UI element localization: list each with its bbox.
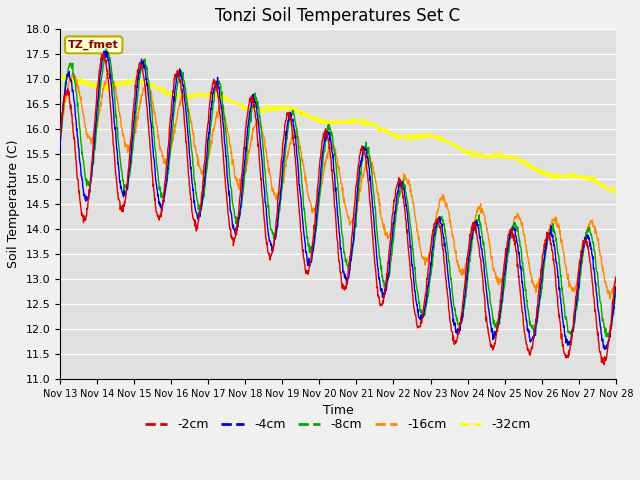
Legend: -2cm, -4cm, -8cm, -16cm, -32cm: -2cm, -4cm, -8cm, -16cm, -32cm: [140, 413, 536, 436]
X-axis label: Time: Time: [323, 405, 353, 418]
Title: Tonzi Soil Temperatures Set C: Tonzi Soil Temperatures Set C: [215, 7, 460, 25]
Y-axis label: Soil Temperature (C): Soil Temperature (C): [7, 140, 20, 268]
Text: TZ_fmet: TZ_fmet: [68, 40, 119, 50]
